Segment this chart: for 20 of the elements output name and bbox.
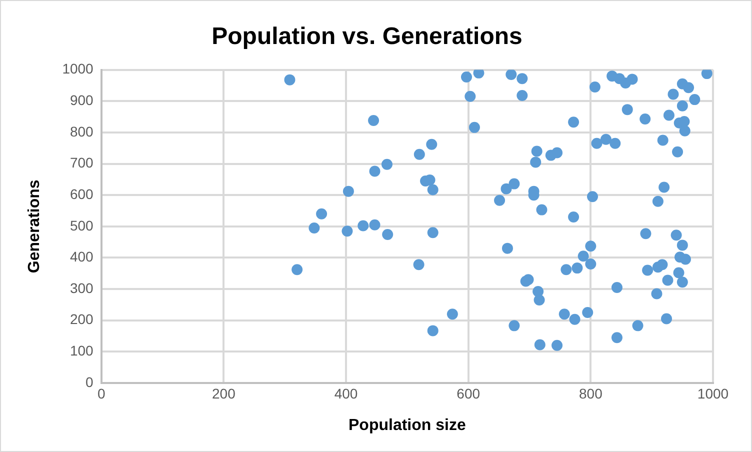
chart-title: Population vs. Generations (212, 23, 522, 50)
x-tick-label: 200 (212, 385, 236, 402)
y-tick-label: 300 (70, 280, 94, 296)
x-tick-label: 600 (456, 385, 480, 402)
y-tick-label: 800 (70, 123, 94, 140)
y-tick-label: 600 (70, 186, 94, 202)
x-axis-title: Population size (348, 416, 466, 434)
x-tick-label: 400 (334, 385, 358, 402)
y-tick-label: 1000 (62, 60, 94, 77)
x-tick-label: 1000 (697, 385, 729, 402)
y-tick-label: 0 (86, 374, 94, 390)
y-tick-label: 700 (70, 154, 94, 171)
y-tick-label: 900 (70, 92, 94, 108)
y-tick-label: 500 (70, 217, 94, 234)
y-tick-label: 100 (70, 342, 94, 359)
y-axis-title: Generations (26, 180, 44, 274)
x-tick-label: 0 (97, 385, 106, 402)
x-tick-label: 800 (578, 385, 603, 402)
y-tick-label: 200 (70, 311, 94, 328)
y-tick-label: 400 (70, 248, 94, 265)
